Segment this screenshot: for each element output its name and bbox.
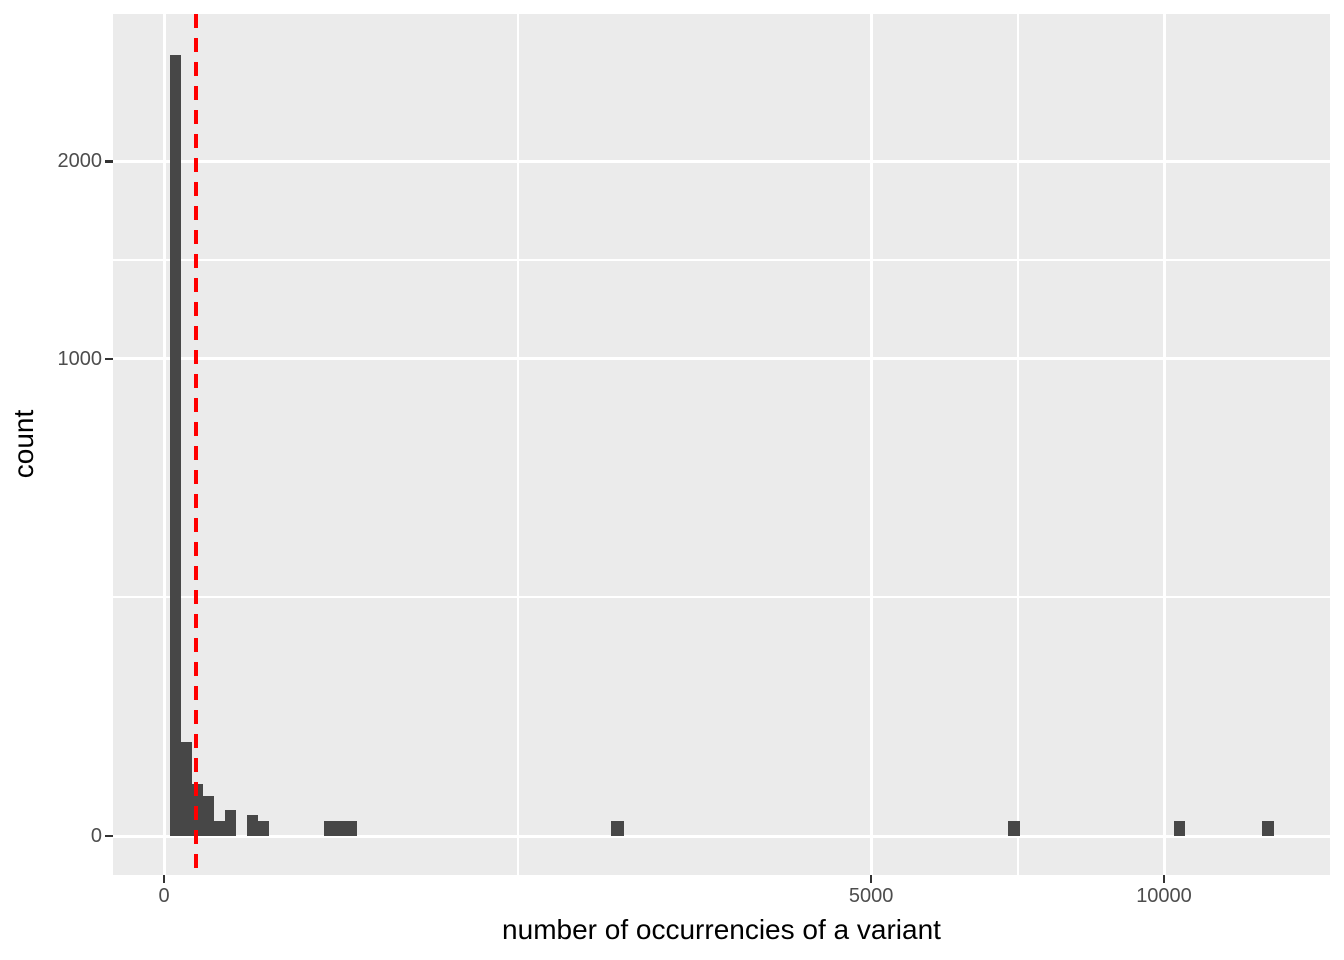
x-axis-title: number of occurrencies of a variant [502, 914, 941, 945]
threshold-line [193, 14, 198, 875]
histogram-bar [225, 809, 236, 836]
histogram-bar [1007, 820, 1020, 836]
grid-minor-vline [516, 14, 519, 875]
x-tick-mark [869, 875, 873, 883]
y-tick-mark [105, 834, 113, 838]
grid-major-hline [113, 159, 1330, 163]
x-tick-mark [1162, 875, 1166, 883]
grid-minor-vline [1016, 14, 1019, 875]
x-tick-label: 10000 [1136, 885, 1192, 907]
x-tick-label: 0 [158, 885, 170, 907]
histogram-bar [247, 814, 258, 836]
histogram-bar [324, 820, 335, 836]
x-tick-mark [162, 875, 166, 883]
histogram-bar [610, 820, 624, 836]
histogram-bar [214, 820, 225, 836]
y-axis-title: count [8, 409, 39, 479]
grid-major-vline [869, 14, 873, 875]
y-tick-mark [105, 160, 113, 163]
grid-minor-hline [113, 596, 1330, 599]
grid-major-vline [1162, 14, 1166, 875]
grid-minor-hline [113, 259, 1330, 262]
y-tick-label: 2000 [57, 150, 103, 173]
x-tick-label: 5000 [848, 885, 894, 907]
grid-major-vline [162, 14, 166, 875]
y-tick-label: 0 [90, 825, 102, 847]
histogram-bar [346, 820, 357, 836]
histogram-bar [181, 741, 192, 836]
grid-major-hline [113, 357, 1330, 361]
histogram-bar [203, 796, 214, 836]
y-tick-label: 1000 [57, 347, 103, 370]
grid-major-hline [113, 834, 1330, 838]
chart-panel [113, 14, 1330, 875]
y-tick-mark [105, 357, 113, 361]
histogram-bar [258, 820, 269, 836]
histogram-bar [1261, 820, 1274, 836]
histogram-bar [1174, 820, 1186, 836]
histogram-bar [335, 820, 346, 836]
histogram-bar [170, 55, 181, 836]
